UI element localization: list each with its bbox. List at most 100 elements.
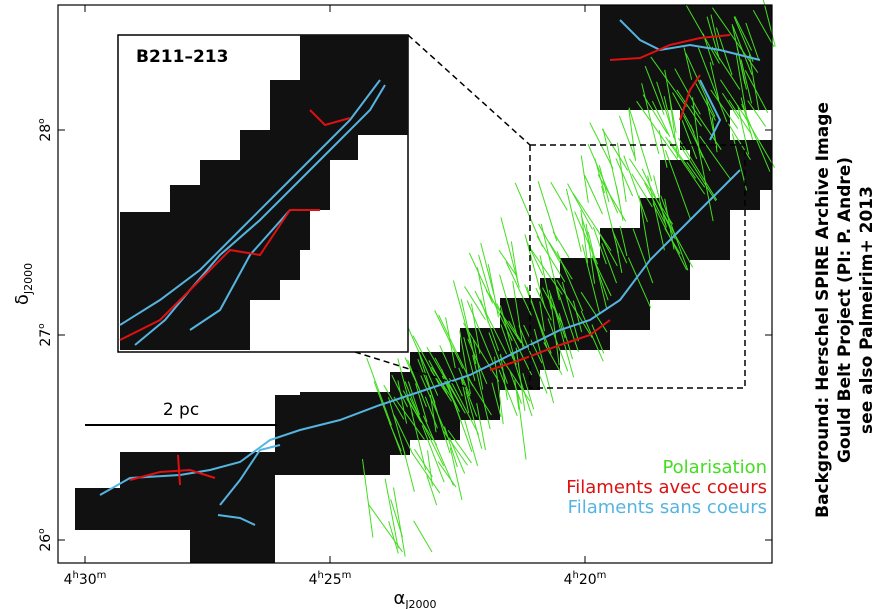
- polarisation-vector: [644, 182, 667, 226]
- polarisation-vector: [449, 437, 466, 474]
- polarisation-vector: [691, 105, 722, 150]
- polarisation-vector: [556, 279, 593, 338]
- polarisation-vector: [735, 52, 748, 116]
- y-tick-label: 28o: [37, 118, 54, 142]
- polarisation-vector: [452, 280, 472, 344]
- polarisation-vector: [426, 475, 438, 506]
- polarisation-vector: [641, 168, 676, 240]
- polarisation-vector: [543, 341, 563, 375]
- polarisation-vector: [744, 70, 769, 113]
- x-tick-label: 4h25m: [309, 570, 352, 588]
- polarisation-vector: [651, 100, 671, 137]
- m: m: [597, 570, 607, 581]
- credit-line: see also Palmeirim+ 2013: [857, 186, 877, 434]
- polarisation-vector: [594, 158, 606, 194]
- minutes: 25: [324, 572, 342, 588]
- polarisation-vector: [393, 487, 406, 557]
- polarisation-vector: [585, 223, 596, 284]
- polarisation-vector: [636, 100, 679, 161]
- polarisation-vector: [742, 113, 776, 168]
- hours: 4: [309, 572, 318, 588]
- h: h: [573, 570, 579, 581]
- polarisation-vector: [674, 68, 701, 115]
- polarisation-vector: [611, 229, 628, 264]
- polarisation-vector: [411, 411, 427, 471]
- polarisation-vector: [472, 339, 484, 390]
- polarisation-vector: [663, 96, 675, 139]
- inset-title: B211–213: [136, 47, 228, 67]
- polarisation-vector: [728, 123, 751, 161]
- polarisation-vector: [420, 375, 450, 440]
- degrees: 26: [38, 534, 54, 552]
- scale-bar-label: 2 pc: [163, 400, 199, 420]
- polarisation-vector: [518, 325, 548, 394]
- polarisation-vector: [580, 310, 604, 362]
- polarisation-vector: [524, 284, 552, 354]
- polarisation-vector: [734, 16, 753, 51]
- polarisation-vector: [397, 380, 408, 424]
- polarisation-vector: [580, 155, 589, 203]
- polarisation-vector: [422, 415, 454, 486]
- polarisation-vector: [731, 24, 747, 90]
- hours: 4: [564, 572, 573, 588]
- polarisation-vector: [489, 293, 513, 342]
- polarisation-vector: [464, 420, 479, 467]
- polarisation-vector: [373, 381, 403, 456]
- polarisation-vector: [407, 326, 439, 396]
- x-axis-label: αJ2000: [393, 588, 436, 609]
- polarisation-vector: [460, 378, 470, 414]
- polarisation-vector: [542, 287, 563, 324]
- polarisation-vector: [500, 217, 520, 288]
- polarisation-vector: [524, 234, 546, 309]
- polarisation-vector: [499, 274, 519, 340]
- polarisation-vector: [601, 243, 618, 284]
- polarisation-vector: [550, 181, 568, 211]
- polarisation-vector: [638, 195, 651, 261]
- polarisation-vector: [631, 173, 653, 208]
- polarisation-vector: [539, 255, 552, 310]
- polarisation-vector: [517, 392, 527, 460]
- polarisation-vector: [748, 54, 760, 111]
- polarisation-vector: [632, 228, 654, 284]
- polarisation-vector: [468, 378, 492, 416]
- polarisation-vector: [367, 503, 403, 553]
- polarisation-vector: [498, 249, 518, 277]
- polarisation-vector: [642, 94, 668, 135]
- polarisation-vector: [652, 203, 688, 271]
- polarisation-vector: [683, 47, 693, 80]
- plot-frame: [57, 4, 773, 564]
- polarisation-vector: [711, 46, 741, 90]
- m: m: [342, 570, 352, 581]
- legend-entry: Filaments avec coeurs: [566, 477, 767, 498]
- polarisation-vector: [500, 353, 508, 401]
- polarisation-vector: [468, 252, 494, 304]
- polarisation-vector: [393, 396, 425, 440]
- polarisation-vector: [644, 65, 665, 115]
- polarisation-vector: [627, 257, 652, 309]
- polarisation-vector: [747, 100, 767, 127]
- polarisation-vector: [496, 303, 533, 376]
- subscript: J2000: [404, 598, 436, 609]
- polarisation-vector: [572, 300, 583, 333]
- polarisation-vector: [615, 243, 623, 273]
- polarisation-vector: [567, 183, 593, 230]
- polarisation-vector: [415, 383, 428, 423]
- polarisation-vector: [437, 461, 457, 488]
- polarisation-vector: [478, 254, 492, 298]
- polarisation-vector: [413, 520, 433, 553]
- polarisation-vector: [470, 303, 481, 354]
- polarisation-vector: [699, 135, 732, 181]
- polarisation-vector: [464, 286, 486, 321]
- polarisation-vector: [460, 298, 477, 365]
- polarisation-vector: [721, 92, 740, 120]
- polarisation-vector: [628, 108, 636, 161]
- polarisation-vector: [710, 14, 720, 51]
- polarisation-vector: [421, 425, 445, 483]
- polarisation-vector: [681, 120, 698, 160]
- polarisation-vector: [695, 83, 716, 121]
- polarisation-vector: [388, 521, 399, 554]
- polarisation-vector: [572, 193, 612, 251]
- polarisation-vector: [476, 267, 489, 323]
- polarisation-vector: [472, 354, 491, 430]
